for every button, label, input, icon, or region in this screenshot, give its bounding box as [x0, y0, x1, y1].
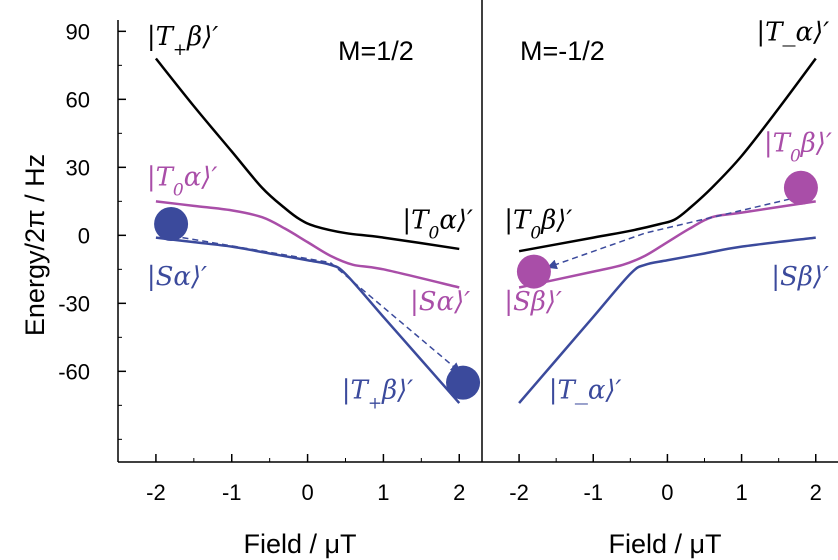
x-tick-label: -1: [583, 480, 603, 505]
plot-frame: 90 60 30 0 -30 -60: [58, 0, 838, 463]
transition-arrow: [546, 198, 790, 270]
series-line-magenta: [155, 200, 460, 289]
x-tick-label: -1: [222, 480, 242, 505]
x-tick-label: -2: [146, 480, 166, 505]
panel-right: -2 -1 0 1 2 |T_α⟩′ |T0β⟩′ |T0β⟩′ |Sβ⟩′ |Sβ⟩′ |T_α⟩…: [504, 17, 832, 505]
state-marker-blue: [446, 365, 481, 400]
series-line-magenta: [518, 200, 816, 289]
state-label: |Sβ⟩′: [771, 262, 829, 292]
state-label: |Sα⟩′: [147, 262, 207, 292]
state-label: |T0β⟩′: [504, 206, 572, 244]
y-tick-label: 0: [78, 223, 90, 248]
series-line-blue: [518, 236, 816, 404]
panel-title-right: M=-1/2: [520, 36, 605, 66]
state-marker-blue: [154, 207, 189, 241]
x-tick-label: 0: [301, 480, 313, 505]
x-axis-title-left: Field / μT: [243, 529, 356, 559]
state-label: |T+β⟩′: [147, 22, 219, 60]
x-tick-label: -2: [509, 480, 529, 505]
state-label: |T+β⟩′: [342, 376, 414, 414]
state-label: |T_α⟩′: [756, 17, 829, 47]
y-axis-title: Energy/2π / Hz: [20, 154, 50, 336]
panel-title-left: M=1/2: [338, 36, 414, 66]
state-label: |T0β⟩′: [764, 128, 832, 166]
state-label: |Sβ⟩′: [504, 287, 562, 317]
state-label: |T0α⟩′: [147, 162, 218, 200]
x-tick-label: 0: [661, 480, 673, 505]
state-label: |Sα⟩′: [410, 287, 470, 317]
state-marker-magenta: [783, 170, 818, 205]
state-marker-magenta: [516, 254, 551, 289]
state-label: |T0α⟩′: [402, 206, 473, 244]
panel-left: -2 -1 0 1 2 |T+β⟩′ |T0α⟩′ |T0α⟩′ |Sα⟩′ |Sα⟩′ |T+β⟩…: [146, 22, 481, 505]
x-tick-label: 1: [735, 480, 747, 505]
series-line-blue: [155, 236, 461, 404]
x-tick-label: 2: [810, 480, 822, 505]
x-tick-label: 1: [377, 480, 389, 505]
y-tick-label: 60: [66, 87, 90, 112]
y-tick-label: -30: [58, 291, 90, 316]
state-label: |T_α⟩′: [549, 376, 622, 406]
series-line-black: [518, 57, 817, 253]
x-tick-label: 2: [453, 480, 465, 505]
y-tick-label: 90: [66, 19, 90, 44]
y-tick-label: 30: [66, 155, 90, 180]
x-axis-title-right: Field / μT: [608, 529, 721, 559]
transition-arrow: [182, 236, 461, 373]
series-line-black: [154, 57, 460, 251]
y-tick-label: -60: [58, 359, 90, 384]
